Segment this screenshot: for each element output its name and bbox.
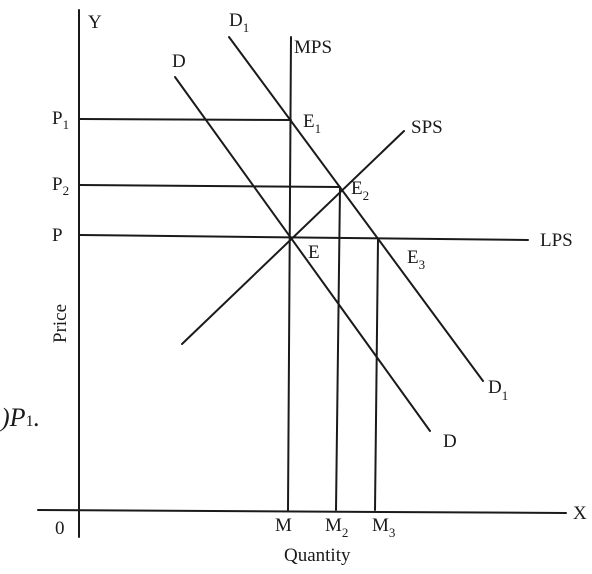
demand-curve-d (174, 76, 431, 432)
margin-text-fragment: )P1. (0, 403, 40, 432)
d1-bottom-label: D1 (488, 377, 508, 403)
demand-curve-d1 (228, 36, 484, 382)
d1-top-label: D1 (229, 10, 249, 35)
e2-label: E2 (351, 178, 369, 203)
m2-label: M2 (325, 515, 348, 540)
sps-curve (181, 130, 405, 345)
m3-label: M3 (372, 515, 395, 540)
p2-guide-line (79, 184, 341, 188)
p1-label: P1 (52, 108, 69, 132)
p2-label: P2 (52, 174, 69, 198)
e1-label: E1 (303, 111, 321, 136)
e3-label: E3 (407, 247, 425, 272)
mps-label: MPS (294, 37, 332, 58)
lps-curve (79, 234, 529, 241)
d-bottom-label: D (443, 431, 457, 452)
sps-label: SPS (411, 117, 443, 138)
origin-label: 0 (55, 518, 65, 539)
lps-label: LPS (540, 230, 573, 251)
p-label: P (52, 225, 63, 246)
m3-drop-line (374, 239, 379, 511)
mps-curve (287, 36, 292, 511)
x-axis (37, 509, 567, 514)
e-label: E (308, 242, 320, 263)
x-axis-title: Quantity (284, 545, 351, 566)
y-axis-title: Price (50, 304, 71, 343)
m-label: M (275, 515, 292, 536)
x-axis-label: X (573, 503, 587, 524)
p1-guide-line (79, 118, 292, 121)
d-top-label: D (172, 51, 186, 72)
y-axis-label: Y (88, 12, 102, 33)
m2-drop-line (335, 187, 341, 511)
